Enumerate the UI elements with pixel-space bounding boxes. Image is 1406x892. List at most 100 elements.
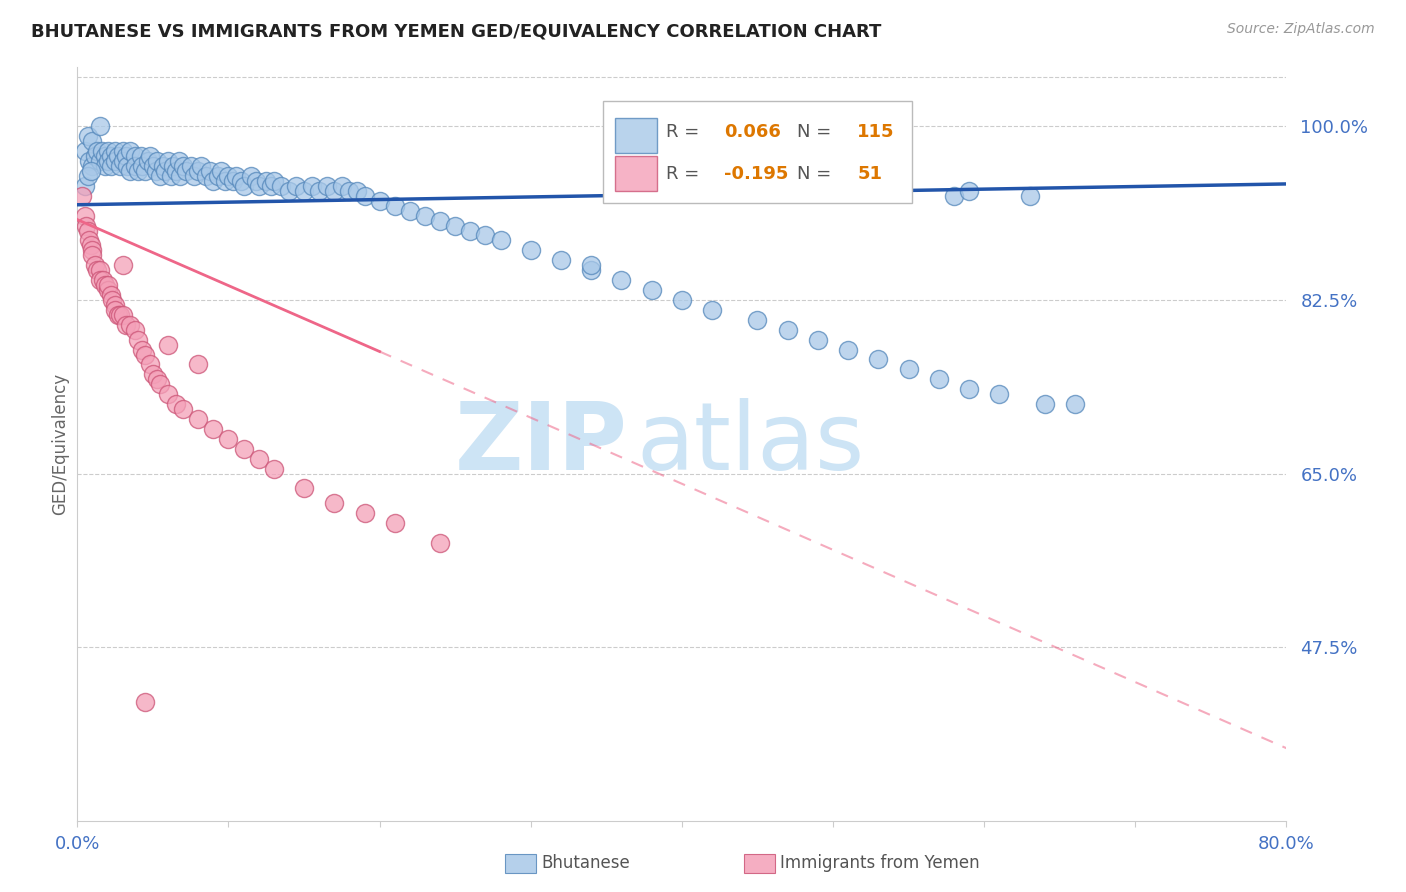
Text: R =: R = [666, 123, 706, 142]
Text: N =: N = [797, 123, 837, 142]
Point [384, 516, 406, 530]
Text: N =: N = [797, 165, 837, 183]
Point [190, 159, 212, 173]
Point [776, 323, 799, 337]
Point [134, 695, 156, 709]
Point [146, 372, 169, 386]
Text: BHUTANESE VS IMMIGRANTS FROM YEMEN GED/EQUIVALENCY CORRELATION CHART: BHUTANESE VS IMMIGRANTS FROM YEMEN GED/E… [31, 22, 882, 40]
Point [104, 145, 127, 159]
Point [353, 189, 375, 203]
Point [202, 422, 225, 436]
Point [183, 169, 205, 183]
Point [180, 159, 202, 173]
Point [131, 159, 153, 173]
Point [263, 174, 285, 188]
Point [77, 223, 100, 237]
Point [149, 169, 172, 183]
Point [86, 145, 108, 159]
Point [337, 184, 360, 198]
Point [165, 397, 187, 411]
Point [134, 164, 156, 178]
FancyBboxPatch shape [603, 101, 911, 202]
Point [581, 263, 603, 277]
Point [91, 273, 114, 287]
Point [111, 308, 134, 322]
Point [82, 244, 104, 258]
Point [89, 273, 111, 287]
Point [702, 302, 724, 317]
Point [142, 368, 165, 382]
Point [124, 159, 146, 173]
Point [108, 308, 131, 322]
Point [75, 219, 97, 233]
Point [89, 120, 111, 134]
Point [353, 506, 375, 520]
Point [111, 154, 134, 169]
Point [96, 145, 118, 159]
Point [308, 184, 330, 198]
Point [120, 164, 142, 178]
Point [209, 164, 232, 178]
Point [218, 169, 240, 183]
Point [671, 293, 693, 307]
FancyBboxPatch shape [616, 156, 657, 191]
Point [458, 223, 481, 237]
Point [323, 496, 346, 510]
Point [104, 302, 127, 317]
Point [957, 184, 980, 198]
Point [232, 178, 254, 193]
Point [278, 184, 301, 198]
Point [429, 213, 451, 227]
Point [218, 432, 240, 446]
Point [124, 149, 146, 163]
Point [285, 178, 308, 193]
Point [207, 169, 229, 183]
Point [138, 154, 160, 169]
Point [80, 164, 103, 178]
Point [86, 263, 108, 277]
Point [330, 178, 353, 193]
Point [897, 362, 920, 376]
Point [245, 174, 267, 188]
Point [104, 298, 127, 312]
Y-axis label: GED/Equivalency: GED/Equivalency [51, 373, 69, 515]
Point [187, 164, 209, 178]
Text: Source: ZipAtlas.com: Source: ZipAtlas.com [1227, 22, 1375, 37]
Point [1033, 397, 1056, 411]
FancyBboxPatch shape [505, 854, 536, 873]
Point [292, 184, 315, 198]
Point [104, 154, 127, 169]
Point [93, 149, 115, 163]
Point [77, 169, 100, 183]
Point [107, 149, 129, 163]
Point [101, 293, 124, 307]
Point [80, 238, 103, 252]
Point [225, 169, 247, 183]
Point [84, 258, 107, 272]
Text: 51: 51 [858, 165, 882, 183]
Point [79, 234, 101, 248]
Point [100, 159, 122, 173]
Point [129, 149, 152, 163]
Point [169, 169, 191, 183]
Point [127, 333, 149, 347]
Point [172, 159, 194, 173]
Point [120, 318, 142, 332]
Point [957, 382, 980, 396]
Point [73, 145, 96, 159]
Point [134, 347, 156, 361]
Point [489, 234, 512, 248]
Point [837, 343, 859, 357]
Text: Immigrants from Yemen: Immigrants from Yemen [780, 855, 980, 872]
Point [174, 164, 197, 178]
Point [82, 159, 104, 173]
FancyBboxPatch shape [616, 118, 657, 153]
Point [368, 194, 391, 208]
Point [89, 263, 111, 277]
Point [187, 358, 209, 372]
Point [157, 154, 180, 169]
Point [73, 178, 96, 193]
Point [292, 482, 315, 496]
Point [131, 343, 153, 357]
Text: 115: 115 [858, 123, 894, 142]
